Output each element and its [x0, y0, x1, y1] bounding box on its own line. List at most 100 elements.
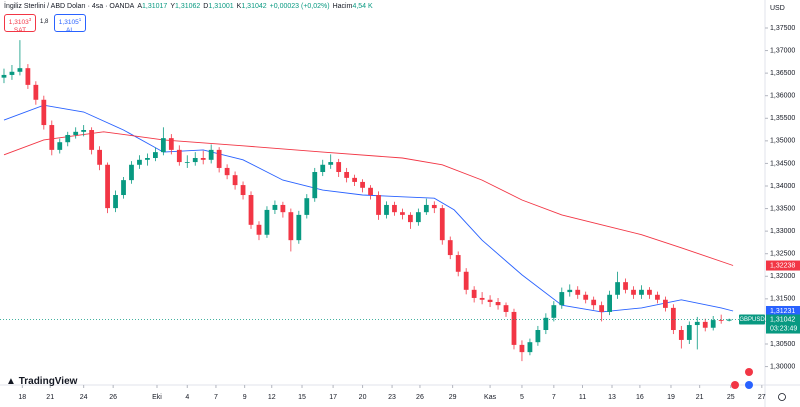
x-tick-label: 27 — [758, 394, 766, 401]
candle-body — [559, 292, 565, 306]
sell-label: SAT — [13, 27, 27, 35]
candle-body — [415, 212, 421, 223]
y-tick-label: 1,33000 — [770, 228, 795, 235]
candle-body — [623, 282, 628, 290]
event-icons — [731, 368, 753, 389]
sell-price-sup: 3 — [28, 17, 32, 22]
y-tick-label: 1,31500 — [770, 296, 795, 303]
y-tick-label: 1,34000 — [770, 183, 795, 190]
candle-body — [160, 138, 166, 153]
moving-average — [3, 131, 734, 266]
candle-body — [423, 204, 429, 213]
candle-body — [328, 162, 334, 165]
candle-body — [192, 158, 198, 163]
candle-body — [495, 302, 501, 306]
candle-body — [551, 305, 557, 318]
x-tick-label: Kas — [484, 394, 497, 401]
x-tick-label: 21 — [46, 394, 54, 401]
candle-body — [73, 131, 79, 135]
buy-button[interactable]: 1,31051 AL — [54, 14, 86, 34]
ohlc-label: Y — [170, 3, 175, 10]
candle-body — [113, 195, 118, 209]
candle-body — [447, 240, 453, 256]
x-tick-label: 7 — [552, 394, 556, 401]
candle-body — [9, 71, 15, 75]
candle-body — [97, 149, 102, 165]
symbol-tag: GBPUSD — [739, 317, 765, 323]
candle-body — [471, 289, 477, 298]
ohlc-label: D — [203, 3, 209, 10]
candle-body — [145, 158, 150, 160]
y-tick-label: 1,30500 — [770, 341, 795, 348]
candle-body — [511, 311, 517, 345]
candle-body — [224, 167, 230, 176]
candle-body — [336, 162, 342, 172]
y-tick-label: 1,36000 — [770, 93, 795, 100]
candle-body — [400, 212, 405, 215]
candle-body — [176, 149, 182, 163]
y-tick-label: 1,35500 — [770, 115, 795, 122]
y-tick-label: 1,30000 — [770, 363, 795, 370]
candle-body — [527, 342, 533, 353]
symbol: İngiliz Sterlini / ABD Doları · 4sa · OA… — [4, 3, 135, 10]
candle-body — [352, 177, 357, 182]
x-tick-label: 12 — [268, 394, 276, 401]
x-tick-label: 15 — [298, 394, 306, 401]
candle-body — [320, 164, 326, 172]
x-tick-label: 29 — [449, 394, 457, 401]
ohlc-value: +0,00023 (+0,02%) — [269, 3, 330, 10]
candle-body — [57, 142, 63, 150]
candle-body — [599, 305, 605, 312]
candle-body — [216, 149, 222, 168]
candle-body — [200, 158, 206, 160]
candle-body — [360, 181, 365, 188]
candle-body — [392, 204, 397, 213]
ohlc-value: 1,31017 — [142, 3, 168, 10]
candle-body — [1, 74, 7, 78]
sell-price: 1,3103 — [8, 19, 29, 27]
candle-body — [463, 271, 469, 290]
x-tick-label: 18 — [18, 394, 26, 401]
candle-body — [121, 180, 126, 196]
price-label-bg — [766, 305, 800, 316]
ohlc-value: 1,31062 — [174, 3, 201, 10]
y-tick-label: 1,32000 — [770, 273, 795, 280]
candle-body — [65, 134, 71, 143]
x-tick-label: 13 — [608, 394, 616, 401]
candle-body — [272, 204, 278, 210]
candle-body — [678, 330, 684, 340]
candle-body — [256, 224, 262, 235]
candle-body — [655, 294, 660, 300]
sell-button[interactable]: 1,31033 SAT — [4, 14, 36, 35]
candle-body — [567, 289, 573, 293]
candle-body — [49, 125, 55, 150]
y-tick-label: 1,37000 — [770, 47, 795, 54]
candle-body — [455, 255, 461, 272]
candle-body — [583, 294, 589, 300]
symbol-tag-bg — [739, 314, 765, 325]
candle-body — [519, 344, 525, 353]
candle-body — [376, 195, 381, 215]
y-tick-label: 1,34500 — [770, 160, 795, 167]
price-label: 1,31042 — [770, 316, 795, 323]
x-tick-label: 25 — [727, 394, 735, 401]
candle-body — [718, 320, 724, 321]
x-tick-label: 21 — [696, 394, 704, 401]
x-tick-label: 11 — [579, 394, 586, 401]
candle-body — [487, 299, 493, 303]
settings-icon[interactable] — [778, 393, 786, 401]
candle-body — [232, 175, 238, 186]
x-tick-label: 9 — [243, 394, 247, 401]
candle-body — [25, 68, 31, 85]
x-tick-label: 20 — [359, 394, 367, 401]
candle-body — [431, 204, 437, 209]
countdown: 03:23:49 — [770, 325, 797, 332]
x-tick-label: 5 — [520, 394, 524, 401]
candle-body — [663, 299, 668, 308]
candle-body — [17, 68, 23, 72]
x-tick-label: 4 — [185, 394, 189, 401]
candle-body — [647, 289, 652, 295]
candle-body — [408, 214, 413, 223]
candle-body — [710, 320, 716, 328]
